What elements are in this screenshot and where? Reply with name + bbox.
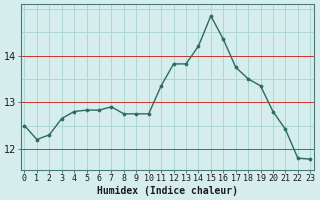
X-axis label: Humidex (Indice chaleur): Humidex (Indice chaleur) [97, 186, 238, 196]
